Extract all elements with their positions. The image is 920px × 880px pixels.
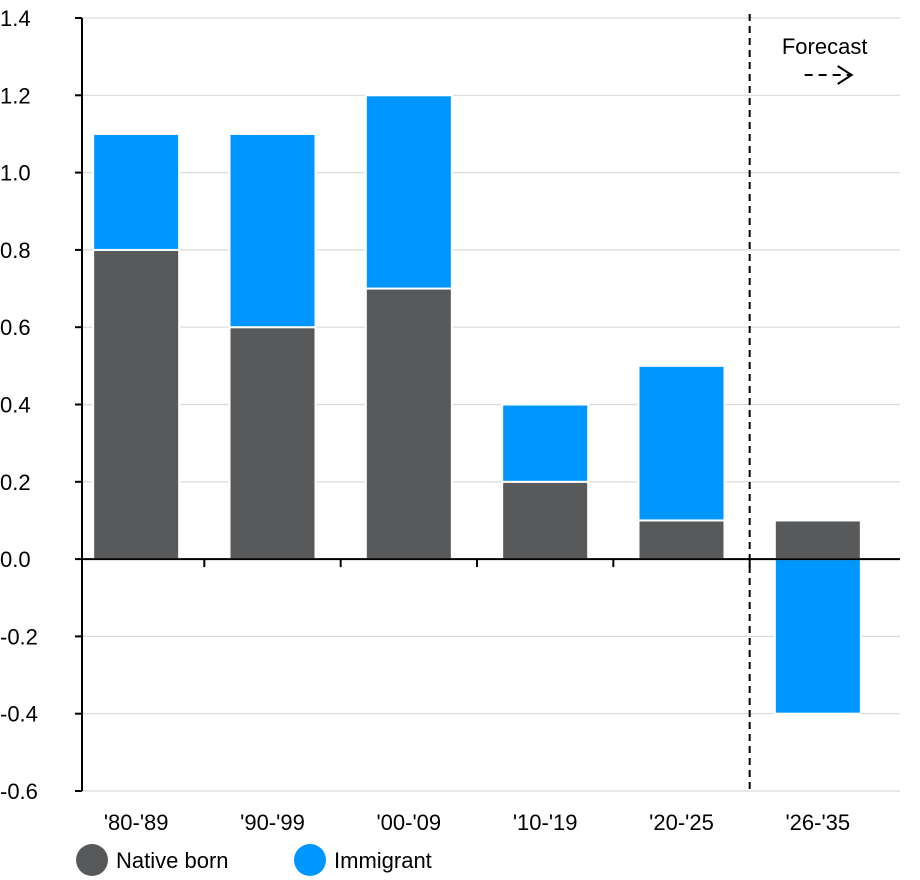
bar-native-born-5 [773, 519, 862, 561]
y-tick-label: 0.2 [0, 470, 31, 495]
y-tick-label: 0.8 [0, 238, 31, 263]
legend-label: Native born [116, 848, 229, 873]
forecast-arrow [804, 65, 854, 85]
bar-native-born-4 [637, 519, 726, 561]
y-tick-label: -0.4 [0, 702, 38, 727]
x-tick-label: '20-'25 [649, 810, 714, 835]
legend-swatch [76, 844, 108, 876]
bar-immigrant-5 [773, 558, 862, 715]
y-tick-label: -0.2 [0, 624, 38, 649]
forecast-label: Forecast [782, 34, 868, 59]
x-tick-label: '26-'35 [785, 810, 850, 835]
grid-lines [82, 17, 900, 792]
y-tick-label: 0.0 [0, 547, 31, 572]
y-tick-label: -0.6 [0, 779, 38, 804]
legend-swatch [294, 844, 326, 876]
x-tick-label: '00-'09 [376, 810, 441, 835]
y-tick-labels: -0.6 -0.4 -0.2 0.0 0.2 0.4 0.6 0.8 1.0 1.2 1.4 [0, 6, 38, 804]
axes [75, 17, 900, 792]
y-tick-label: 1.2 [0, 83, 31, 108]
bar-native-born-3 [501, 480, 590, 561]
legend: Native born Immigrant [76, 844, 432, 876]
bar-native-born-0 [92, 248, 181, 561]
bar-immigrant-4 [637, 364, 726, 522]
y-tick-label: 0.4 [0, 393, 31, 418]
bar-immigrant-1 [228, 132, 317, 329]
bar-immigrant-0 [92, 132, 181, 251]
bar-native-born-1 [228, 326, 317, 561]
bar-immigrant-2 [364, 94, 453, 290]
y-tick-label: 1.0 [0, 161, 31, 186]
y-tick-label: 0.6 [0, 315, 31, 340]
x-tick-label: '10-'19 [513, 810, 578, 835]
legend-item-native-born: Native born [76, 844, 229, 876]
x-tick-label: '90-'99 [240, 810, 305, 835]
forecast-annotation: Forecast [748, 14, 868, 791]
legend-item-immigrant: Immigrant [294, 844, 432, 876]
legend-label: Immigrant [334, 848, 432, 873]
x-tick-labels: '80-'89 '90-'99 '00-'09 '10-'19 '20-'25 '26-'… [104, 810, 850, 835]
y-tick-label: 1.4 [0, 6, 31, 31]
bar-immigrant-3 [501, 403, 590, 483]
bar-native-born-2 [364, 287, 453, 561]
x-tick-label: '80-'89 [104, 810, 169, 835]
